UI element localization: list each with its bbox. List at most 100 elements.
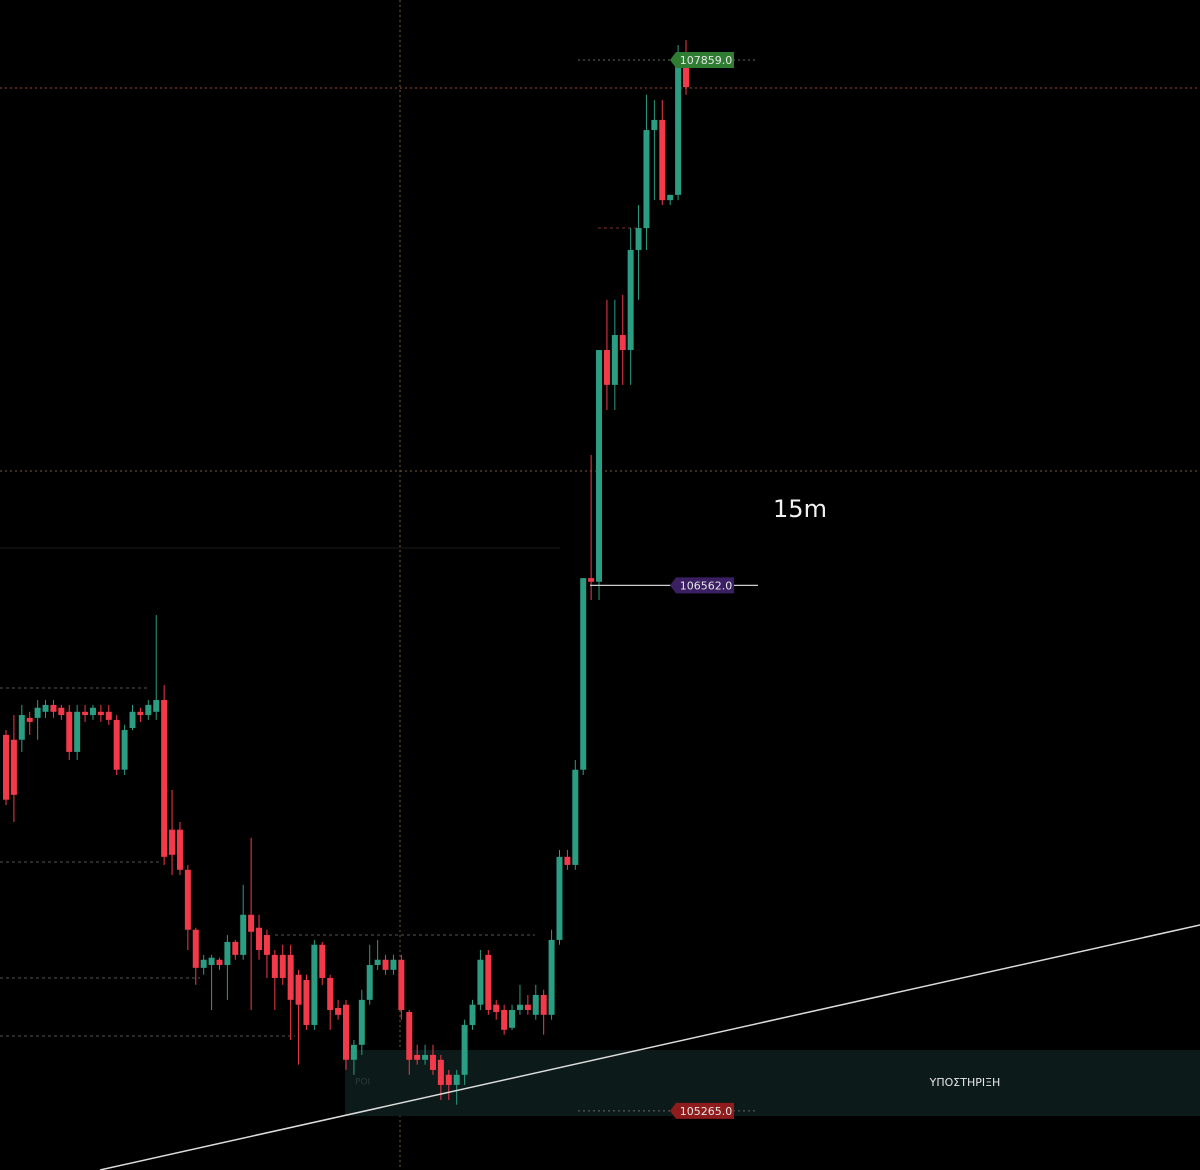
candle-body <box>58 707 65 716</box>
candle-body <box>153 700 160 712</box>
candle-body <box>97 711 104 716</box>
candle-body <box>176 829 183 870</box>
candle-body <box>113 719 120 770</box>
candle-body <box>335 1007 342 1015</box>
candle-body <box>145 704 152 716</box>
candles <box>3 40 689 1105</box>
candle-body <box>137 711 144 716</box>
candle-body <box>532 994 539 1015</box>
poi-label: POI <box>355 1078 370 1088</box>
candle-body <box>675 59 682 195</box>
price-tag-label: 106562.0 <box>680 579 733 592</box>
candle-body <box>248 914 255 932</box>
candle-body <box>437 1059 444 1085</box>
candle-body <box>89 707 96 716</box>
candle-body <box>256 927 263 951</box>
candle-body <box>287 954 294 1000</box>
price-tag <box>670 1102 734 1119</box>
candle-body <box>200 959 207 968</box>
candle-body <box>635 228 642 250</box>
candle-body <box>398 959 405 1010</box>
trendline <box>99 924 1200 1170</box>
candle-body <box>50 704 57 712</box>
candle-body <box>564 856 571 865</box>
candle-body <box>3 734 9 800</box>
candle-body <box>319 944 326 978</box>
candle-body <box>683 59 689 88</box>
candle-body <box>659 119 666 201</box>
price-tag <box>670 577 734 594</box>
candle-body <box>382 959 389 970</box>
candle-body <box>311 944 318 1025</box>
candle-body <box>129 711 136 729</box>
candle-body <box>374 959 381 966</box>
candle-body <box>643 130 650 229</box>
candle-body <box>192 929 199 968</box>
candle-body <box>596 350 603 582</box>
candle-body <box>501 1009 508 1030</box>
candle-body <box>74 711 81 752</box>
zone-label: ΥΠΟΣΤΗΡΙΞΗ <box>929 1076 1001 1089</box>
candle-body <box>509 1009 516 1028</box>
candle-body <box>422 1054 429 1060</box>
candle-body <box>556 856 563 940</box>
candle-body <box>224 941 231 966</box>
candle-body <box>493 1004 500 1013</box>
candle-body <box>350 1044 357 1060</box>
candle-body <box>572 769 579 865</box>
candle-body <box>216 959 223 966</box>
candle-body <box>366 965 373 1000</box>
candle-body <box>10 739 17 795</box>
candle-body <box>240 914 247 955</box>
candle-body <box>588 578 595 582</box>
candle-body <box>516 1004 523 1010</box>
candle-body <box>263 935 270 955</box>
candle-body <box>414 1054 421 1060</box>
candle-body <box>524 1004 531 1010</box>
candle-body <box>477 959 484 1005</box>
candle-body <box>469 1004 476 1025</box>
candle-body <box>208 957 215 966</box>
price-tags: 107859.0 106562.0 105265.0 <box>578 51 758 1119</box>
support-zone <box>345 1050 1200 1116</box>
candle-body <box>66 711 73 752</box>
candle-body <box>406 1012 413 1060</box>
candle-body <box>603 350 610 385</box>
candle-body <box>358 999 365 1045</box>
candle-body <box>295 974 302 1005</box>
candle-body <box>18 715 25 740</box>
candle-body <box>42 704 49 712</box>
candle-body <box>121 730 128 770</box>
candle-body <box>232 941 239 955</box>
timeframe-label: 15m <box>773 495 827 523</box>
candle-body <box>540 994 547 1015</box>
candle-body <box>161 700 168 857</box>
candle-body <box>34 707 41 718</box>
price-tag-label: 105265.0 <box>680 1105 733 1118</box>
candle-body <box>303 979 310 1025</box>
candle-body <box>327 977 334 1010</box>
candle-body <box>453 1074 460 1085</box>
candle-body <box>611 335 618 385</box>
candle-body <box>485 954 492 1010</box>
candle-body <box>445 1074 452 1085</box>
candle-body <box>619 335 626 351</box>
candle-body <box>548 939 555 1015</box>
candle-body <box>627 249 634 351</box>
candle-body <box>184 869 191 930</box>
candle-body <box>651 119 658 131</box>
candle-body <box>580 578 587 770</box>
candle-body <box>82 711 89 716</box>
candle-body <box>169 829 176 855</box>
candle-body <box>271 954 278 978</box>
price-tag <box>670 51 734 68</box>
candle-body <box>461 1024 468 1075</box>
candle-body <box>105 711 112 720</box>
price-tag-label: 107859.0 <box>680 54 733 67</box>
candle-body <box>343 1004 349 1060</box>
candle-body <box>26 717 33 722</box>
candle-body <box>279 954 286 978</box>
candle-body <box>390 959 397 970</box>
candle-body <box>429 1054 436 1070</box>
